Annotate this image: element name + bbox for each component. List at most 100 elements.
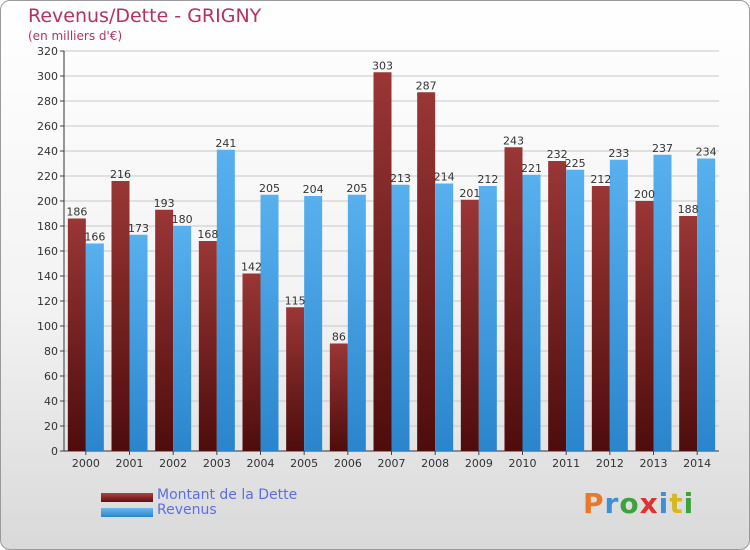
data-label: 216 xyxy=(110,168,131,181)
logo-letter: i xyxy=(683,487,695,520)
data-label: 201 xyxy=(459,187,480,200)
bar-revenus xyxy=(85,243,104,451)
data-label: 214 xyxy=(434,171,455,184)
x-tick-label: 2008 xyxy=(421,457,449,470)
bar-dette xyxy=(111,181,130,451)
bar-dette xyxy=(591,186,610,451)
bar-dette xyxy=(198,241,217,451)
legend-label-revenus: Revenus xyxy=(157,502,217,518)
bar-dette xyxy=(329,343,348,451)
bar-revenus xyxy=(260,194,279,451)
bar-revenus xyxy=(216,149,235,451)
bar-revenus xyxy=(522,174,541,451)
y-tick-label: 320 xyxy=(37,45,58,58)
data-label: 205 xyxy=(346,182,367,195)
bar-revenus xyxy=(173,226,192,451)
legend-swatch-dette xyxy=(101,493,153,502)
bar-revenus xyxy=(391,184,410,451)
bar-revenus xyxy=(653,154,672,451)
x-tick-label: 2001 xyxy=(116,457,144,470)
data-label: 237 xyxy=(652,142,673,155)
x-tick-label: 2003 xyxy=(203,457,231,470)
data-label: 233 xyxy=(608,147,629,160)
x-tick-label: 2000 xyxy=(72,457,100,470)
logo-letter: x xyxy=(639,487,659,520)
data-label: 193 xyxy=(154,197,175,210)
y-tick-label: 60 xyxy=(44,370,58,383)
data-label: 234 xyxy=(696,146,717,159)
chart-title: Revenus/Dette - GRIGNY xyxy=(28,5,262,27)
data-label: 241 xyxy=(215,137,236,150)
y-tick-label: 280 xyxy=(37,95,58,108)
bar-dette xyxy=(504,147,523,451)
x-tick-label: 2014 xyxy=(683,457,711,470)
data-label: 86 xyxy=(332,331,346,344)
data-label: 180 xyxy=(172,213,193,226)
data-label: 213 xyxy=(390,172,411,185)
data-label: 303 xyxy=(372,59,393,72)
logo-letter: P xyxy=(583,487,605,520)
x-tick-label: 2004 xyxy=(247,457,275,470)
data-label: 232 xyxy=(547,148,568,161)
y-tick-label: 0 xyxy=(51,445,58,458)
data-label: 204 xyxy=(303,183,324,196)
x-tick-label: 2011 xyxy=(552,457,580,470)
y-tick-label: 200 xyxy=(37,195,58,208)
y-tick-label: 40 xyxy=(44,395,58,408)
logo-letter: t xyxy=(669,487,684,520)
bar-dette xyxy=(548,161,567,451)
bar-dette xyxy=(635,201,654,451)
bar-revenus xyxy=(304,196,323,451)
bar-dette xyxy=(286,307,305,451)
bar-revenus xyxy=(347,194,366,451)
y-tick-label: 260 xyxy=(37,120,58,133)
y-tick-label: 80 xyxy=(44,345,58,358)
data-label: 243 xyxy=(503,134,524,147)
x-tick-label: 2013 xyxy=(640,457,668,470)
bar-dette xyxy=(242,273,261,451)
data-label: 225 xyxy=(565,157,586,170)
y-tick-label: 180 xyxy=(37,220,58,233)
legend-swatch-revenus xyxy=(101,508,153,517)
y-tick-label: 160 xyxy=(37,245,58,258)
y-tick-label: 120 xyxy=(37,295,58,308)
bar-revenus xyxy=(697,158,716,451)
bar-dette xyxy=(155,209,174,451)
data-label: 221 xyxy=(521,162,542,175)
bar-revenus xyxy=(435,183,454,451)
data-label: 186 xyxy=(66,206,87,219)
y-tick-label: 220 xyxy=(37,170,58,183)
bar-dette xyxy=(417,92,436,451)
data-label: 115 xyxy=(285,294,306,307)
bar-revenus xyxy=(566,169,585,451)
x-tick-label: 2007 xyxy=(378,457,406,470)
logo-letter: i xyxy=(658,487,670,520)
logo-letter: o xyxy=(619,487,640,520)
bar-dette xyxy=(679,216,698,451)
chart-subtitle: (en milliers d'€) xyxy=(28,29,123,43)
y-tick-label: 240 xyxy=(37,145,58,158)
data-label: 173 xyxy=(128,222,149,235)
data-label: 200 xyxy=(634,188,655,201)
x-tick-label: 2009 xyxy=(465,457,493,470)
bar-dette xyxy=(67,218,86,451)
x-tick-label: 2002 xyxy=(159,457,187,470)
bar-revenus xyxy=(478,186,497,451)
proxiti-logo: Proxiti xyxy=(583,487,694,520)
x-tick-label: 2010 xyxy=(509,457,537,470)
y-tick-label: 20 xyxy=(44,420,58,433)
bar-dette xyxy=(460,199,479,451)
y-tick-label: 100 xyxy=(37,320,58,333)
x-tick-label: 2005 xyxy=(290,457,318,470)
y-tick-label: 300 xyxy=(37,70,58,83)
data-label: 205 xyxy=(259,182,280,195)
data-label: 188 xyxy=(678,203,699,216)
legend-label-dette: Montant de la Dette xyxy=(157,487,298,503)
data-label: 166 xyxy=(84,231,105,244)
data-label: 212 xyxy=(590,173,611,186)
x-tick-label: 2006 xyxy=(334,457,362,470)
bar-revenus xyxy=(129,234,148,451)
x-tick-label: 2012 xyxy=(596,457,624,470)
